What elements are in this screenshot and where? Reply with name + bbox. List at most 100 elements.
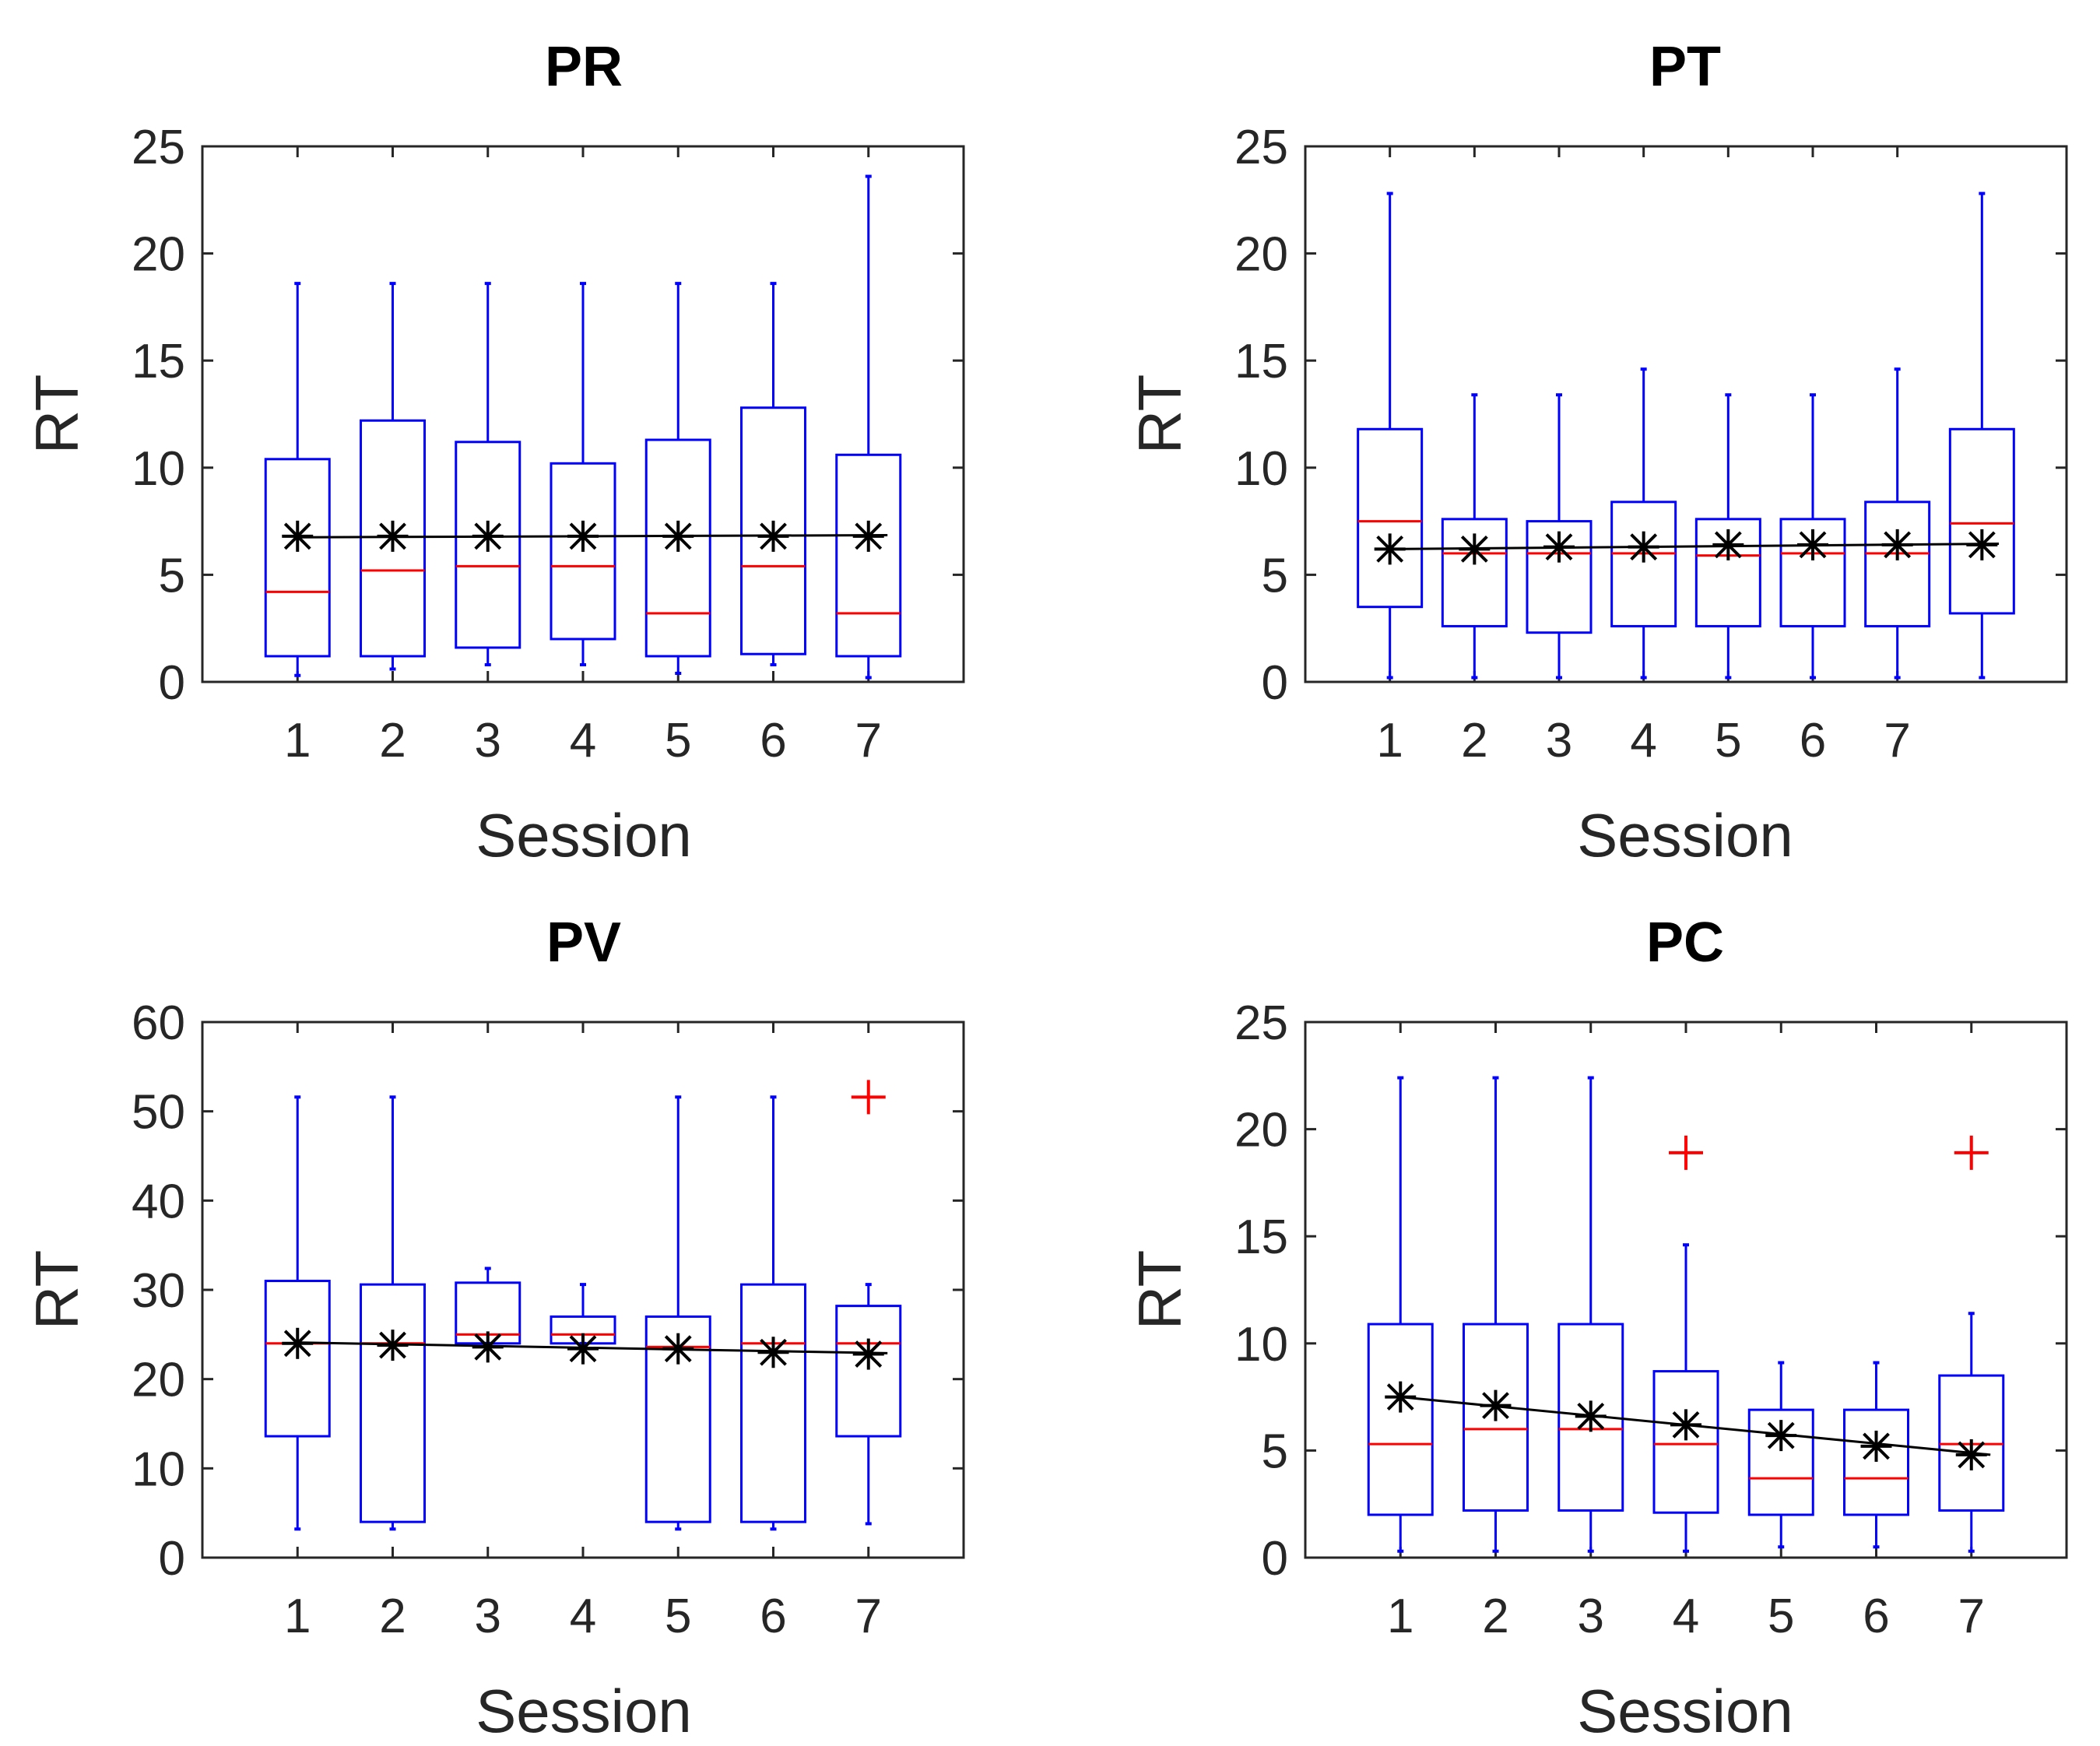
x-tick-label: 5 [665,1590,691,1643]
y-tick-label: 15 [1234,1210,1288,1264]
mean-stroke-d2 [855,1340,883,1368]
x-tick-label: 4 [570,1590,596,1643]
y-tick-label: 20 [1234,1104,1288,1158]
mean-stroke-d2 [1672,1411,1700,1439]
plot-area: 0 5 10 15 20 25 1 2 3 4 5 6 7 [1234,996,2067,1643]
x-tick-label: 5 [1715,714,1741,768]
mean-stroke-d2 [1482,1392,1509,1420]
chart-title: PC [1646,912,1724,974]
mean-marker [1670,1409,1701,1441]
box-group [835,1283,902,1526]
y-tick-label: 0 [159,656,185,710]
outlier-marker [1669,1135,1703,1170]
mean-marker [662,520,694,552]
mean-marker [852,1338,884,1370]
box-group [644,282,711,675]
iqr-box [740,406,806,655]
box-group [740,282,806,666]
mean-stroke-d2 [379,522,406,550]
mean-marker [852,520,884,552]
mean-marker [377,1330,409,1361]
box-group [1463,1076,1529,1553]
mean-marker [1966,529,1998,560]
iqr-box [1463,1323,1529,1512]
x-tick-label: 1 [284,714,311,768]
iqr-box [360,1283,426,1523]
panel-pr: PR 0 5 10 15 20 25 1 2 3 4 5 6 7 Session RT [23,36,965,869]
mean-marker [377,520,409,552]
outlier-marker [1954,1135,1989,1170]
mean-stroke-d2 [1884,531,1912,559]
mean-marker [1628,531,1659,563]
box-group [1610,367,1677,680]
mean-stroke-d2 [1630,533,1658,561]
box-group [360,282,426,671]
chart-title: PV [546,912,621,974]
iqr-box [360,419,426,658]
mean-marker [1712,529,1744,560]
box-group [835,174,902,680]
x-tick-label: 5 [665,714,691,768]
y-axis-label: RT [1126,374,1194,455]
mean-stroke-d2 [1577,1402,1605,1430]
box-group [264,1095,331,1531]
axes-frame [201,145,965,683]
axes-frame [1304,1021,2068,1559]
mean-stroke-d2 [760,1338,787,1366]
mean-stroke-d2 [855,522,883,550]
mean-stroke-d2 [1376,535,1404,563]
box-group [740,1095,806,1531]
iqr-box [455,441,521,649]
plot-area: 0 5 10 15 20 25 1 2 3 4 5 6 7 [1234,121,2067,768]
iqr-box [1948,427,2015,615]
mean-stroke-d2 [1767,1421,1795,1449]
mean-marker [662,1333,694,1365]
x-axis-label: Session [476,801,692,869]
x-tick-label: 4 [1673,1590,1699,1643]
iqr-box [1441,518,1508,627]
y-tick-label: 10 [1234,442,1288,496]
box-group [1864,367,1931,680]
chart-title: PT [1649,36,1721,98]
box-group [644,1095,711,1531]
x-tick-label: 5 [1768,1590,1794,1643]
box-group [1948,191,2015,680]
mean-stroke-d2 [283,522,311,550]
mean-stroke-d2 [1545,533,1573,561]
mean-marker [1765,1420,1797,1452]
x-tick-label: 2 [379,1590,406,1643]
mean-stroke-d2 [760,522,787,550]
box-group [1557,1076,1624,1553]
x-tick-label: 3 [475,714,501,768]
y-tick-label: 10 [132,442,185,496]
x-tick-label: 3 [1578,1590,1604,1643]
mean-marker [1955,1439,1987,1470]
iqr-box [264,458,331,658]
y-tick-label: 5 [159,549,185,602]
mean-marker [567,520,599,552]
x-tick-label: 6 [760,1590,786,1643]
mean-stroke-d2 [1460,535,1488,563]
box-group [550,282,616,666]
iqr-box [550,462,616,641]
y-tick-label: 15 [132,335,185,388]
mean-stroke-d2 [474,1333,502,1361]
x-axis-label: Session [1577,801,1793,869]
mean-stroke-d2 [664,1335,692,1363]
y-axis-label: RT [23,374,91,455]
y-tick-label: 0 [159,1532,185,1586]
chart-title: PR [545,36,623,98]
mean-marker [1480,1389,1512,1421]
y-axis-label: RT [23,1250,91,1330]
mean-marker [757,1337,789,1368]
x-axis-label: Session [476,1677,692,1745]
x-tick-label: 7 [855,714,882,768]
mean-stroke-d2 [569,522,597,550]
mean-stroke-d2 [283,1330,311,1358]
iqr-box [1694,518,1761,627]
panel-pt: PT 0 5 10 15 20 25 1 2 3 4 5 6 7 Session RT [1126,36,2068,869]
x-tick-label: 4 [1630,714,1656,768]
x-tick-label: 2 [1461,714,1487,768]
iqr-box [1652,1370,1719,1514]
y-tick-label: 5 [1262,549,1288,602]
